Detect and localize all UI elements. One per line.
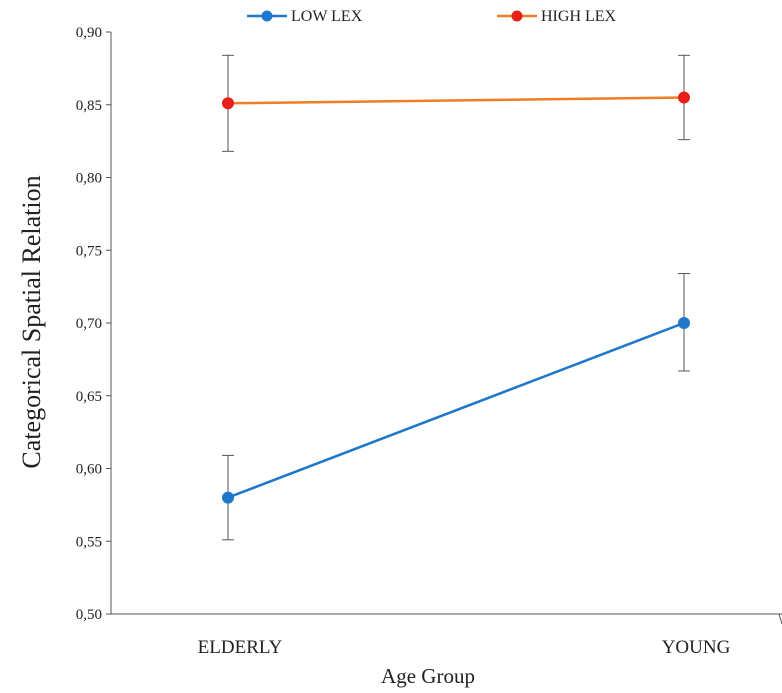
y-tick-label: 0,55	[76, 534, 102, 550]
series-line	[227, 96, 685, 105]
data-point	[222, 97, 234, 110]
y-tick-label: 0,85	[76, 98, 102, 114]
x-category-label: YOUNG	[662, 637, 731, 658]
data-point	[678, 317, 690, 329]
y-axis-title: Categorical Spatial Relation	[17, 175, 46, 468]
legend-marker	[261, 10, 273, 22]
legend-marker	[511, 10, 523, 22]
data-point	[678, 91, 690, 104]
data-point	[222, 491, 234, 504]
y-tick-label: 0,90	[76, 25, 102, 41]
x-axis-title: Age Group	[381, 664, 475, 688]
legend-label: HIGH LEX	[541, 8, 617, 25]
legend: LOW LEX HIGH LEX	[247, 8, 617, 25]
legend-label: LOW LEX	[291, 8, 363, 25]
y-ticks: 0,50 0,55 0,60 0,65 0,70 0,75 0,80 0,85 0,90	[76, 25, 111, 623]
series-1	[222, 54, 690, 152]
x-categories: ELDERLY YOUNG	[198, 637, 731, 658]
x-category-label: ELDERLY	[198, 637, 283, 658]
y-tick-label: 0,75	[76, 243, 102, 259]
y-tick-label: 0,70	[76, 316, 102, 332]
y-tick-label: 0,80	[76, 171, 102, 187]
series	[222, 54, 690, 541]
y-tick-label: 0,65	[76, 389, 102, 405]
y-tick-label: 0,50	[76, 607, 102, 623]
series-line	[227, 321, 685, 499]
y-tick-label: 0,60	[76, 462, 102, 478]
series-0	[222, 273, 690, 541]
